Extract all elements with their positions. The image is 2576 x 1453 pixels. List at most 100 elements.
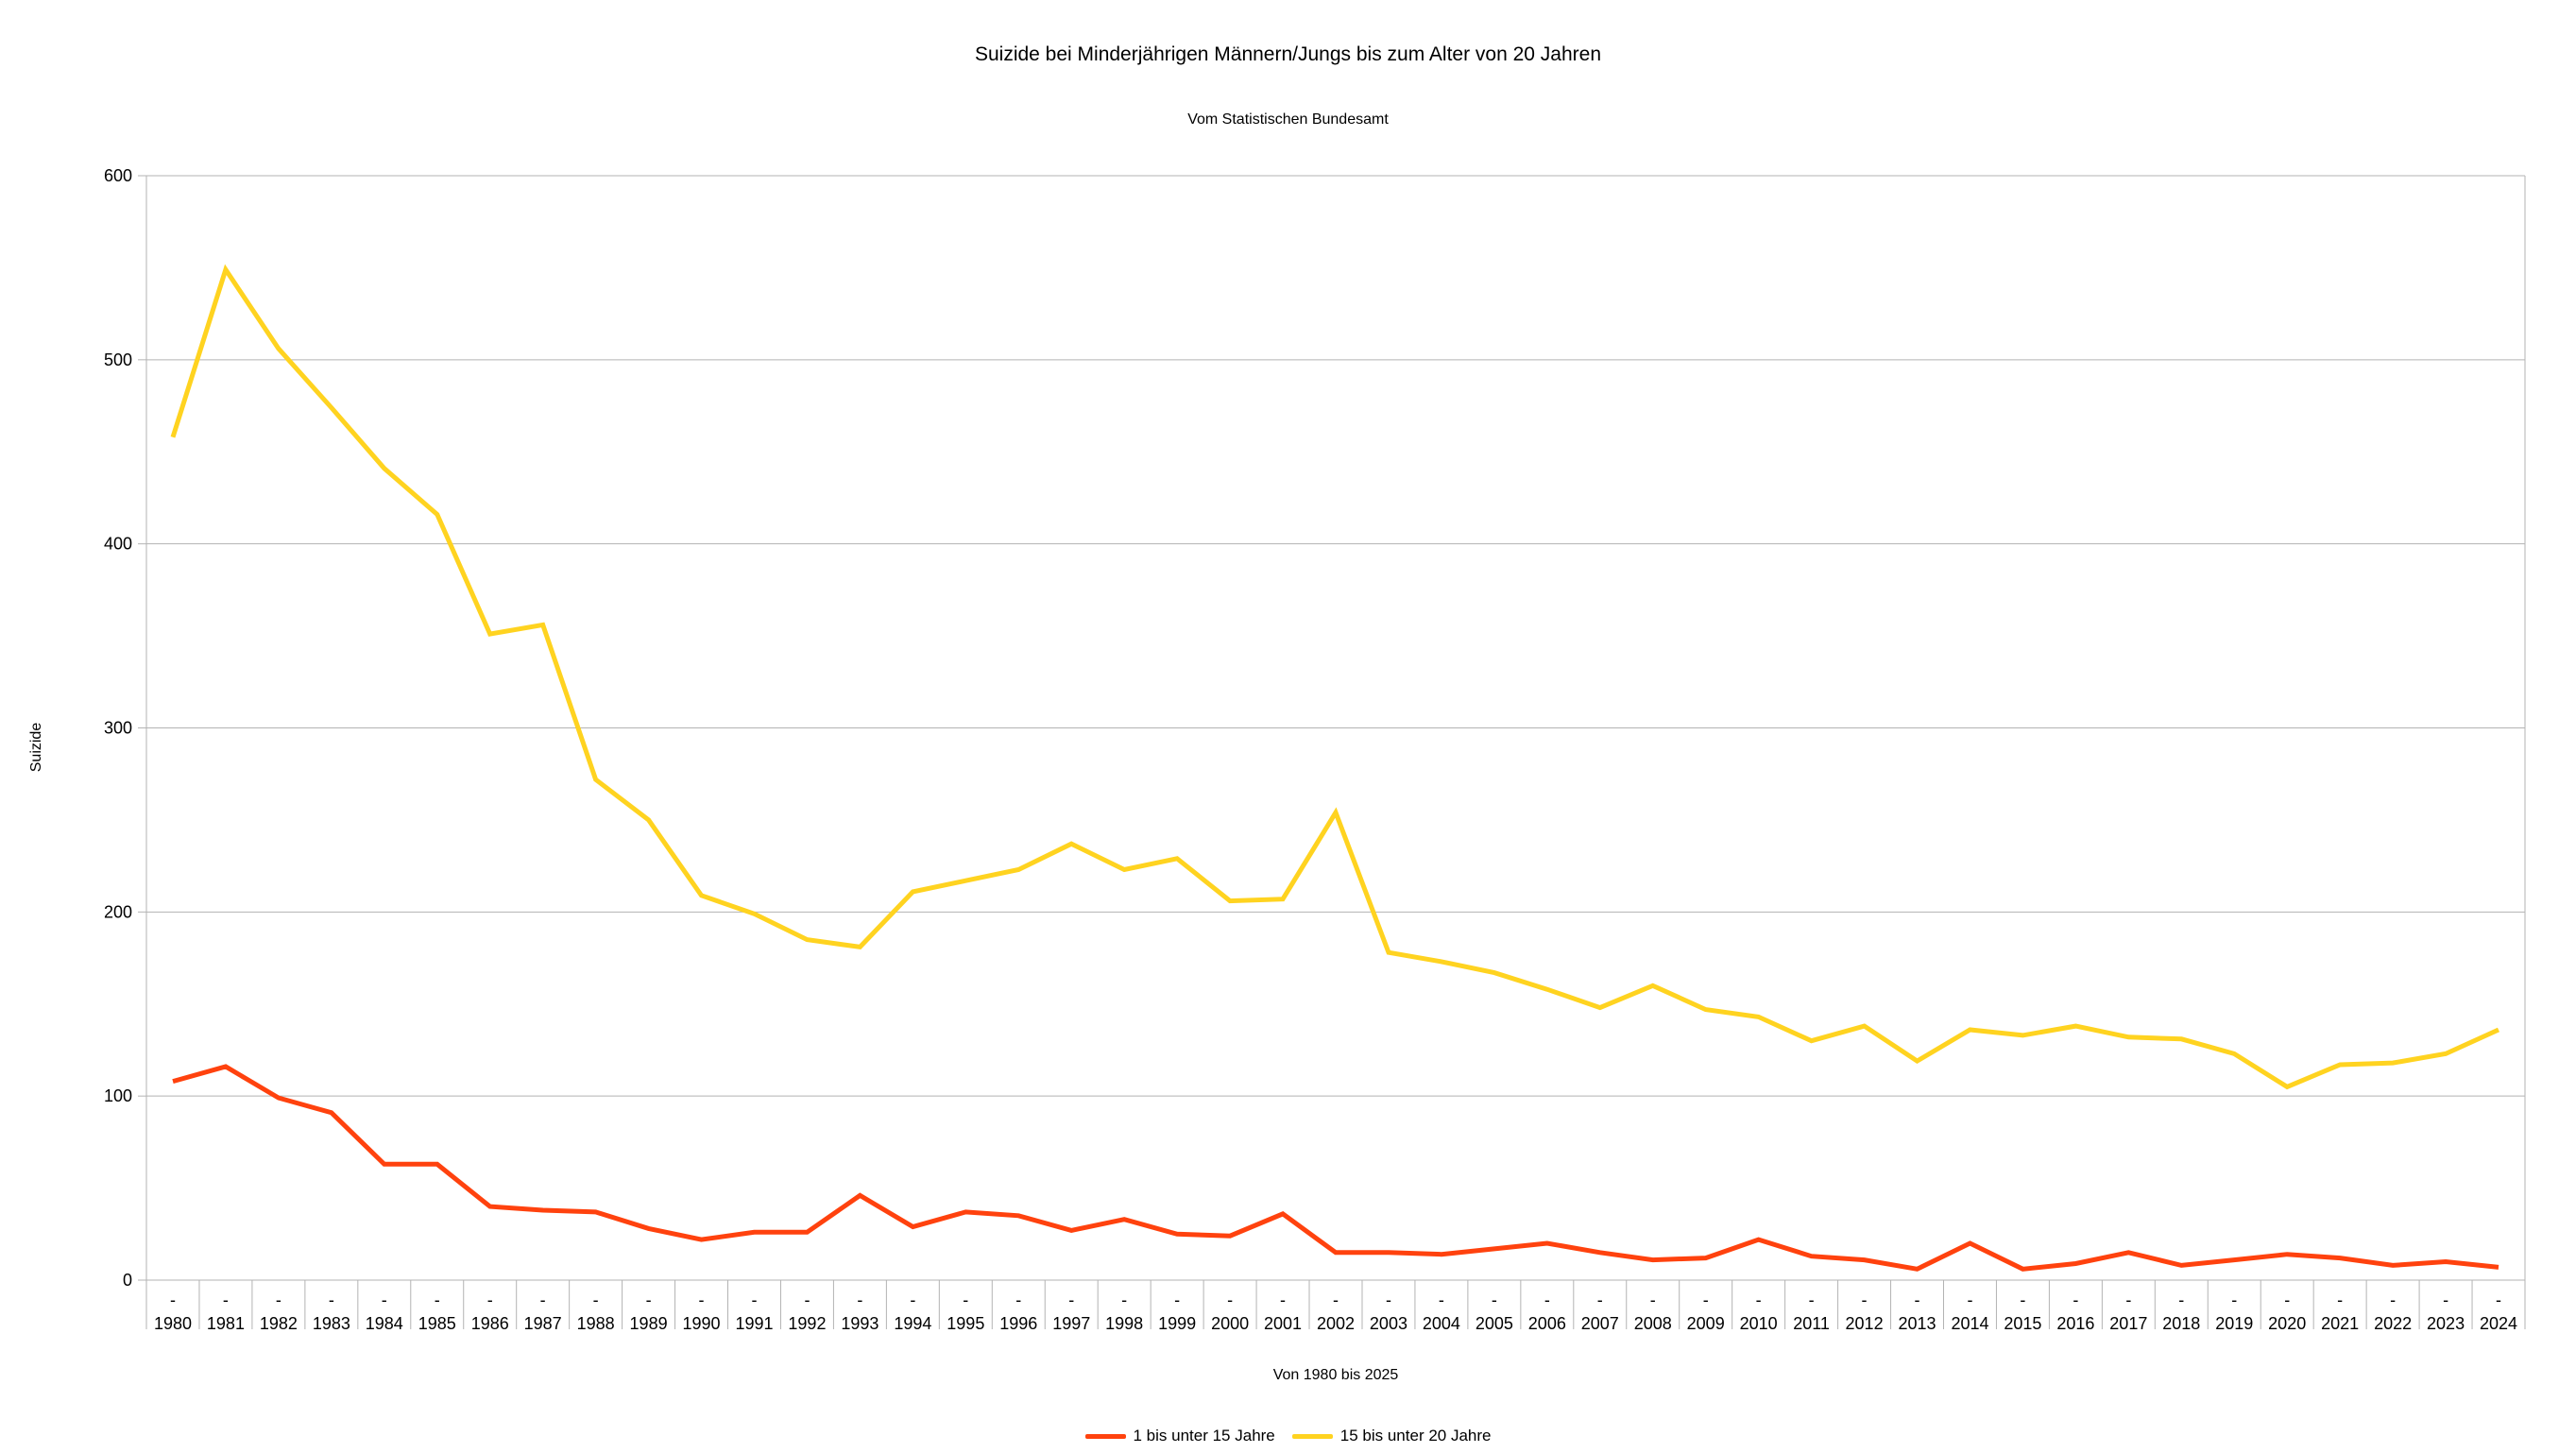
x-tick-dash: -	[2073, 1291, 2078, 1309]
series-line-0	[172, 1064, 2499, 1272]
x-tick-dash: -	[1809, 1291, 1815, 1309]
x-tick-dash: -	[276, 1291, 281, 1309]
x-tick-dash: -	[2443, 1291, 2448, 1309]
x-tick-dash: -	[223, 1291, 229, 1309]
legend-label-15to20: 15 bis unter 20 Jahre	[1339, 1427, 1492, 1444]
chart-title: Suizide bei Minderjährigen Männern/Jungs…	[974, 43, 1602, 65]
y-tick-label-200: 200	[104, 902, 132, 921]
x-tick-label-1991: 1991	[735, 1314, 773, 1333]
x-category-separators	[198, 1280, 2473, 1329]
x-tick-label-1998: 1998	[1105, 1314, 1143, 1333]
x-tick-label-2014: 2014	[1951, 1314, 1988, 1333]
x-tick-label-1986: 1986	[471, 1314, 509, 1333]
legend: 1 bis unter 15 Jahre 15 bis unter 20 Jah…	[0, 1427, 2576, 1445]
x-tick-label-1992: 1992	[788, 1314, 826, 1333]
x-tick-dash: -	[2125, 1291, 2131, 1309]
x-tick-label-1995: 1995	[947, 1314, 984, 1333]
x-tick-dash: -	[910, 1291, 915, 1309]
x-tick-dash: -	[646, 1291, 652, 1309]
x-axis-title: Von 1980 bis 2025	[1272, 1367, 1399, 1383]
x-tick-label-1984: 1984	[366, 1314, 403, 1333]
x-tick-dash: -	[1015, 1291, 1021, 1309]
series-line-1	[170, 264, 2500, 1090]
x-tick-label-2020: 2020	[2268, 1314, 2306, 1333]
x-tick-dash: -	[1492, 1291, 1497, 1309]
legend-swatch-yellow-line	[1291, 1433, 1333, 1439]
x-tick-dash: -	[1862, 1291, 1868, 1309]
chart-subtitle: Vom Statistischen Bundesamt	[1187, 111, 1389, 128]
x-tick-label-1994: 1994	[894, 1314, 931, 1333]
x-category-labels: - 1980 - 1981 - 1982 - 1983 - 1984 - 1985 - 1986 - 1987…	[154, 1291, 2517, 1333]
x-tick-label-2023: 2023	[2427, 1314, 2465, 1333]
x-tick-label-1993: 1993	[841, 1314, 879, 1333]
x-tick-label-2024: 2024	[2480, 1314, 2517, 1333]
axis-frame	[145, 176, 2526, 1329]
x-tick-label-2018: 2018	[2162, 1314, 2200, 1333]
x-tick-label-2008: 2008	[1634, 1314, 1672, 1333]
x-tick-label-2012: 2012	[1846, 1314, 1884, 1333]
x-tick-dash: -	[593, 1291, 599, 1309]
x-tick-dash: -	[1068, 1291, 1074, 1309]
legend-item-15to20: 15 bis unter 20 Jahre	[1291, 1427, 1492, 1445]
x-tick-dash: -	[2178, 1291, 2184, 1309]
x-tick-label-2013: 2013	[1898, 1314, 1936, 1333]
y-tick-label-0: 0	[123, 1271, 132, 1290]
x-tick-label-1981: 1981	[207, 1314, 245, 1333]
x-tick-dash: -	[2496, 1291, 2501, 1309]
y-tick-labels: 0 100 200 300 400 500 600	[104, 166, 132, 1290]
x-tick-label-1985: 1985	[418, 1314, 456, 1333]
x-tick-label-2002: 2002	[1317, 1314, 1355, 1333]
x-tick-dash: -	[1544, 1291, 1550, 1309]
x-tick-label-2019: 2019	[2215, 1314, 2253, 1333]
x-tick-dash: -	[857, 1291, 862, 1309]
x-tick-dash: -	[699, 1291, 705, 1309]
x-tick-dash: -	[804, 1291, 810, 1309]
x-tick-dash: -	[1703, 1291, 1709, 1309]
x-tick-dash: -	[1597, 1291, 1603, 1309]
y-tick-label-600: 600	[104, 166, 132, 185]
x-tick-dash: -	[751, 1291, 757, 1309]
x-tick-dash: -	[1756, 1291, 1762, 1309]
y-tick-label-100: 100	[104, 1086, 132, 1105]
x-tick-dash: -	[1280, 1291, 1286, 1309]
x-tick-dash: -	[1915, 1291, 1920, 1309]
x-tick-label-2015: 2015	[2004, 1314, 2041, 1333]
gridlines	[138, 175, 2525, 1281]
x-tick-label-1996: 1996	[999, 1314, 1037, 1333]
x-tick-dash: -	[1386, 1291, 1391, 1309]
x-tick-label-1980: 1980	[154, 1314, 192, 1333]
y-tick-label-400: 400	[104, 535, 132, 554]
x-tick-dash: -	[382, 1291, 387, 1309]
x-tick-dash: -	[170, 1291, 176, 1309]
x-tick-dash: -	[1967, 1291, 1972, 1309]
legend-item-under15: 1 bis unter 15 Jahre	[1084, 1427, 1275, 1445]
x-tick-label-2021: 2021	[2321, 1314, 2359, 1333]
x-tick-dash: -	[1227, 1291, 1233, 1309]
x-tick-label-2005: 2005	[1476, 1314, 1513, 1333]
x-tick-label-2011: 2011	[1793, 1314, 1830, 1333]
x-tick-label-1990: 1990	[683, 1314, 721, 1333]
y-tick-label-500: 500	[104, 350, 132, 369]
x-tick-label-2022: 2022	[2374, 1314, 2412, 1333]
x-tick-label-2004: 2004	[1423, 1314, 1460, 1333]
x-tick-label-2003: 2003	[1370, 1314, 1407, 1333]
x-tick-dash: -	[1333, 1291, 1339, 1309]
x-tick-label-2006: 2006	[1528, 1314, 1566, 1333]
x-tick-label-1997: 1997	[1052, 1314, 1090, 1333]
y-tick-label-300: 300	[104, 719, 132, 738]
x-tick-label-2016: 2016	[2056, 1314, 2094, 1333]
x-tick-label-2007: 2007	[1581, 1314, 1619, 1333]
x-tick-dash: -	[2284, 1291, 2290, 1309]
x-tick-label-2001: 2001	[1264, 1314, 1302, 1333]
x-tick-dash: -	[1439, 1291, 1444, 1309]
x-tick-label-1988: 1988	[577, 1314, 615, 1333]
x-tick-label-2010: 2010	[1740, 1314, 1778, 1333]
x-tick-label-2000: 2000	[1211, 1314, 1249, 1333]
x-tick-dash: -	[2020, 1291, 2025, 1309]
x-tick-dash: -	[2390, 1291, 2396, 1309]
x-tick-dash: -	[963, 1291, 968, 1309]
x-tick-label-2009: 2009	[1687, 1314, 1725, 1333]
x-tick-dash: -	[1121, 1291, 1127, 1309]
x-tick-label-1989: 1989	[630, 1314, 668, 1333]
